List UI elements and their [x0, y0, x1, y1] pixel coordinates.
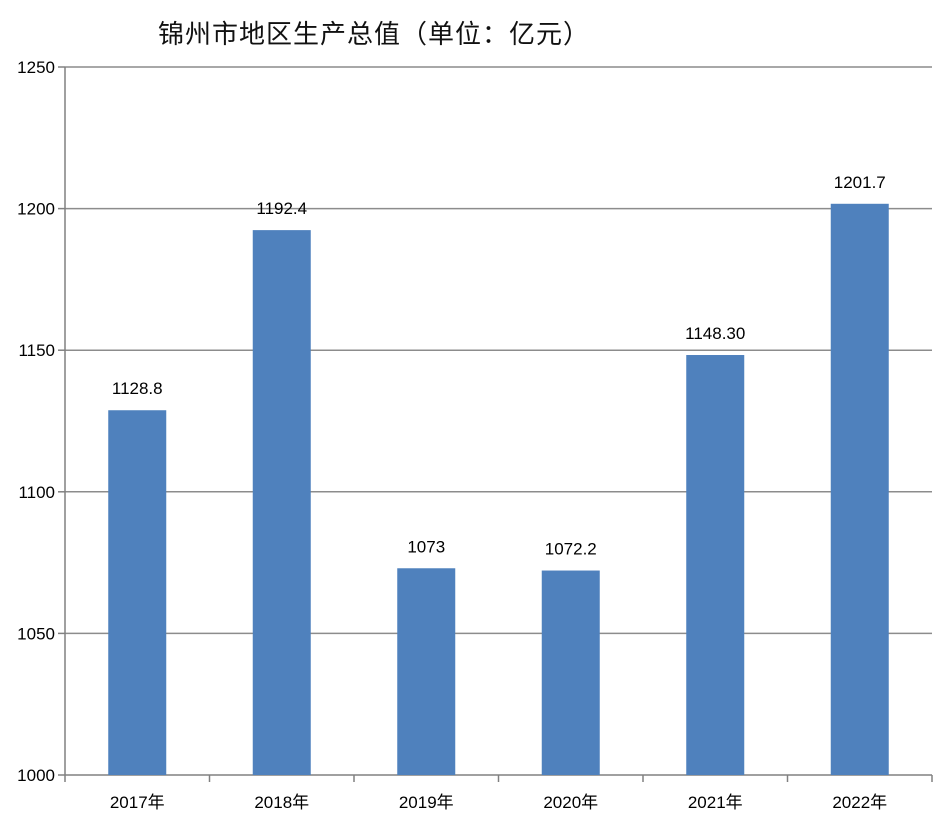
bar — [397, 568, 456, 775]
x-tick-label: 2020年 — [543, 793, 598, 812]
data-label: 1201.7 — [834, 173, 886, 192]
bar — [541, 570, 600, 775]
gridlines — [65, 66, 932, 635]
chart-title-text: 锦州市地区生产总值（单位：亿元） — [158, 20, 591, 50]
y-tick-label: 1250 — [17, 58, 55, 77]
y-tick-label: 1200 — [17, 200, 55, 219]
data-label: 1128.8 — [112, 379, 163, 398]
bar — [830, 203, 889, 776]
bar — [108, 410, 167, 775]
data-label: 1192.4 — [256, 199, 307, 218]
y-tick-label: 1000 — [17, 766, 55, 785]
x-tick-label: 2019年 — [399, 793, 454, 812]
x-tick-label: 2022年 — [832, 793, 887, 812]
y-tick-label: 1150 — [18, 341, 55, 360]
bar — [252, 230, 311, 776]
x-tick-label: 2021年 — [688, 793, 743, 812]
data-label: 1072.2 — [545, 540, 597, 559]
data-labels: 1128.8 1192.4 1073 1072.2 1148.30 1201.7 — [112, 173, 886, 559]
y-tick-label: 1050 — [17, 624, 55, 643]
x-axis: 2017年 2018年 2019年 2020年 2021年 2022年 — [64, 774, 933, 812]
bars — [108, 203, 889, 776]
data-label: 1073 — [407, 537, 445, 556]
x-tick-label: 2018年 — [254, 793, 309, 812]
y-tick-label: 1100 — [18, 483, 55, 502]
x-tick-label: 2017年 — [110, 793, 165, 812]
chart-title: 锦州市地区生产总值（单位：亿元） — [0, 14, 934, 54]
y-axis: 1000 1050 1100 1150 1200 1250 — [17, 58, 66, 785]
bar — [686, 355, 745, 775]
data-label: 1148.30 — [685, 324, 745, 343]
